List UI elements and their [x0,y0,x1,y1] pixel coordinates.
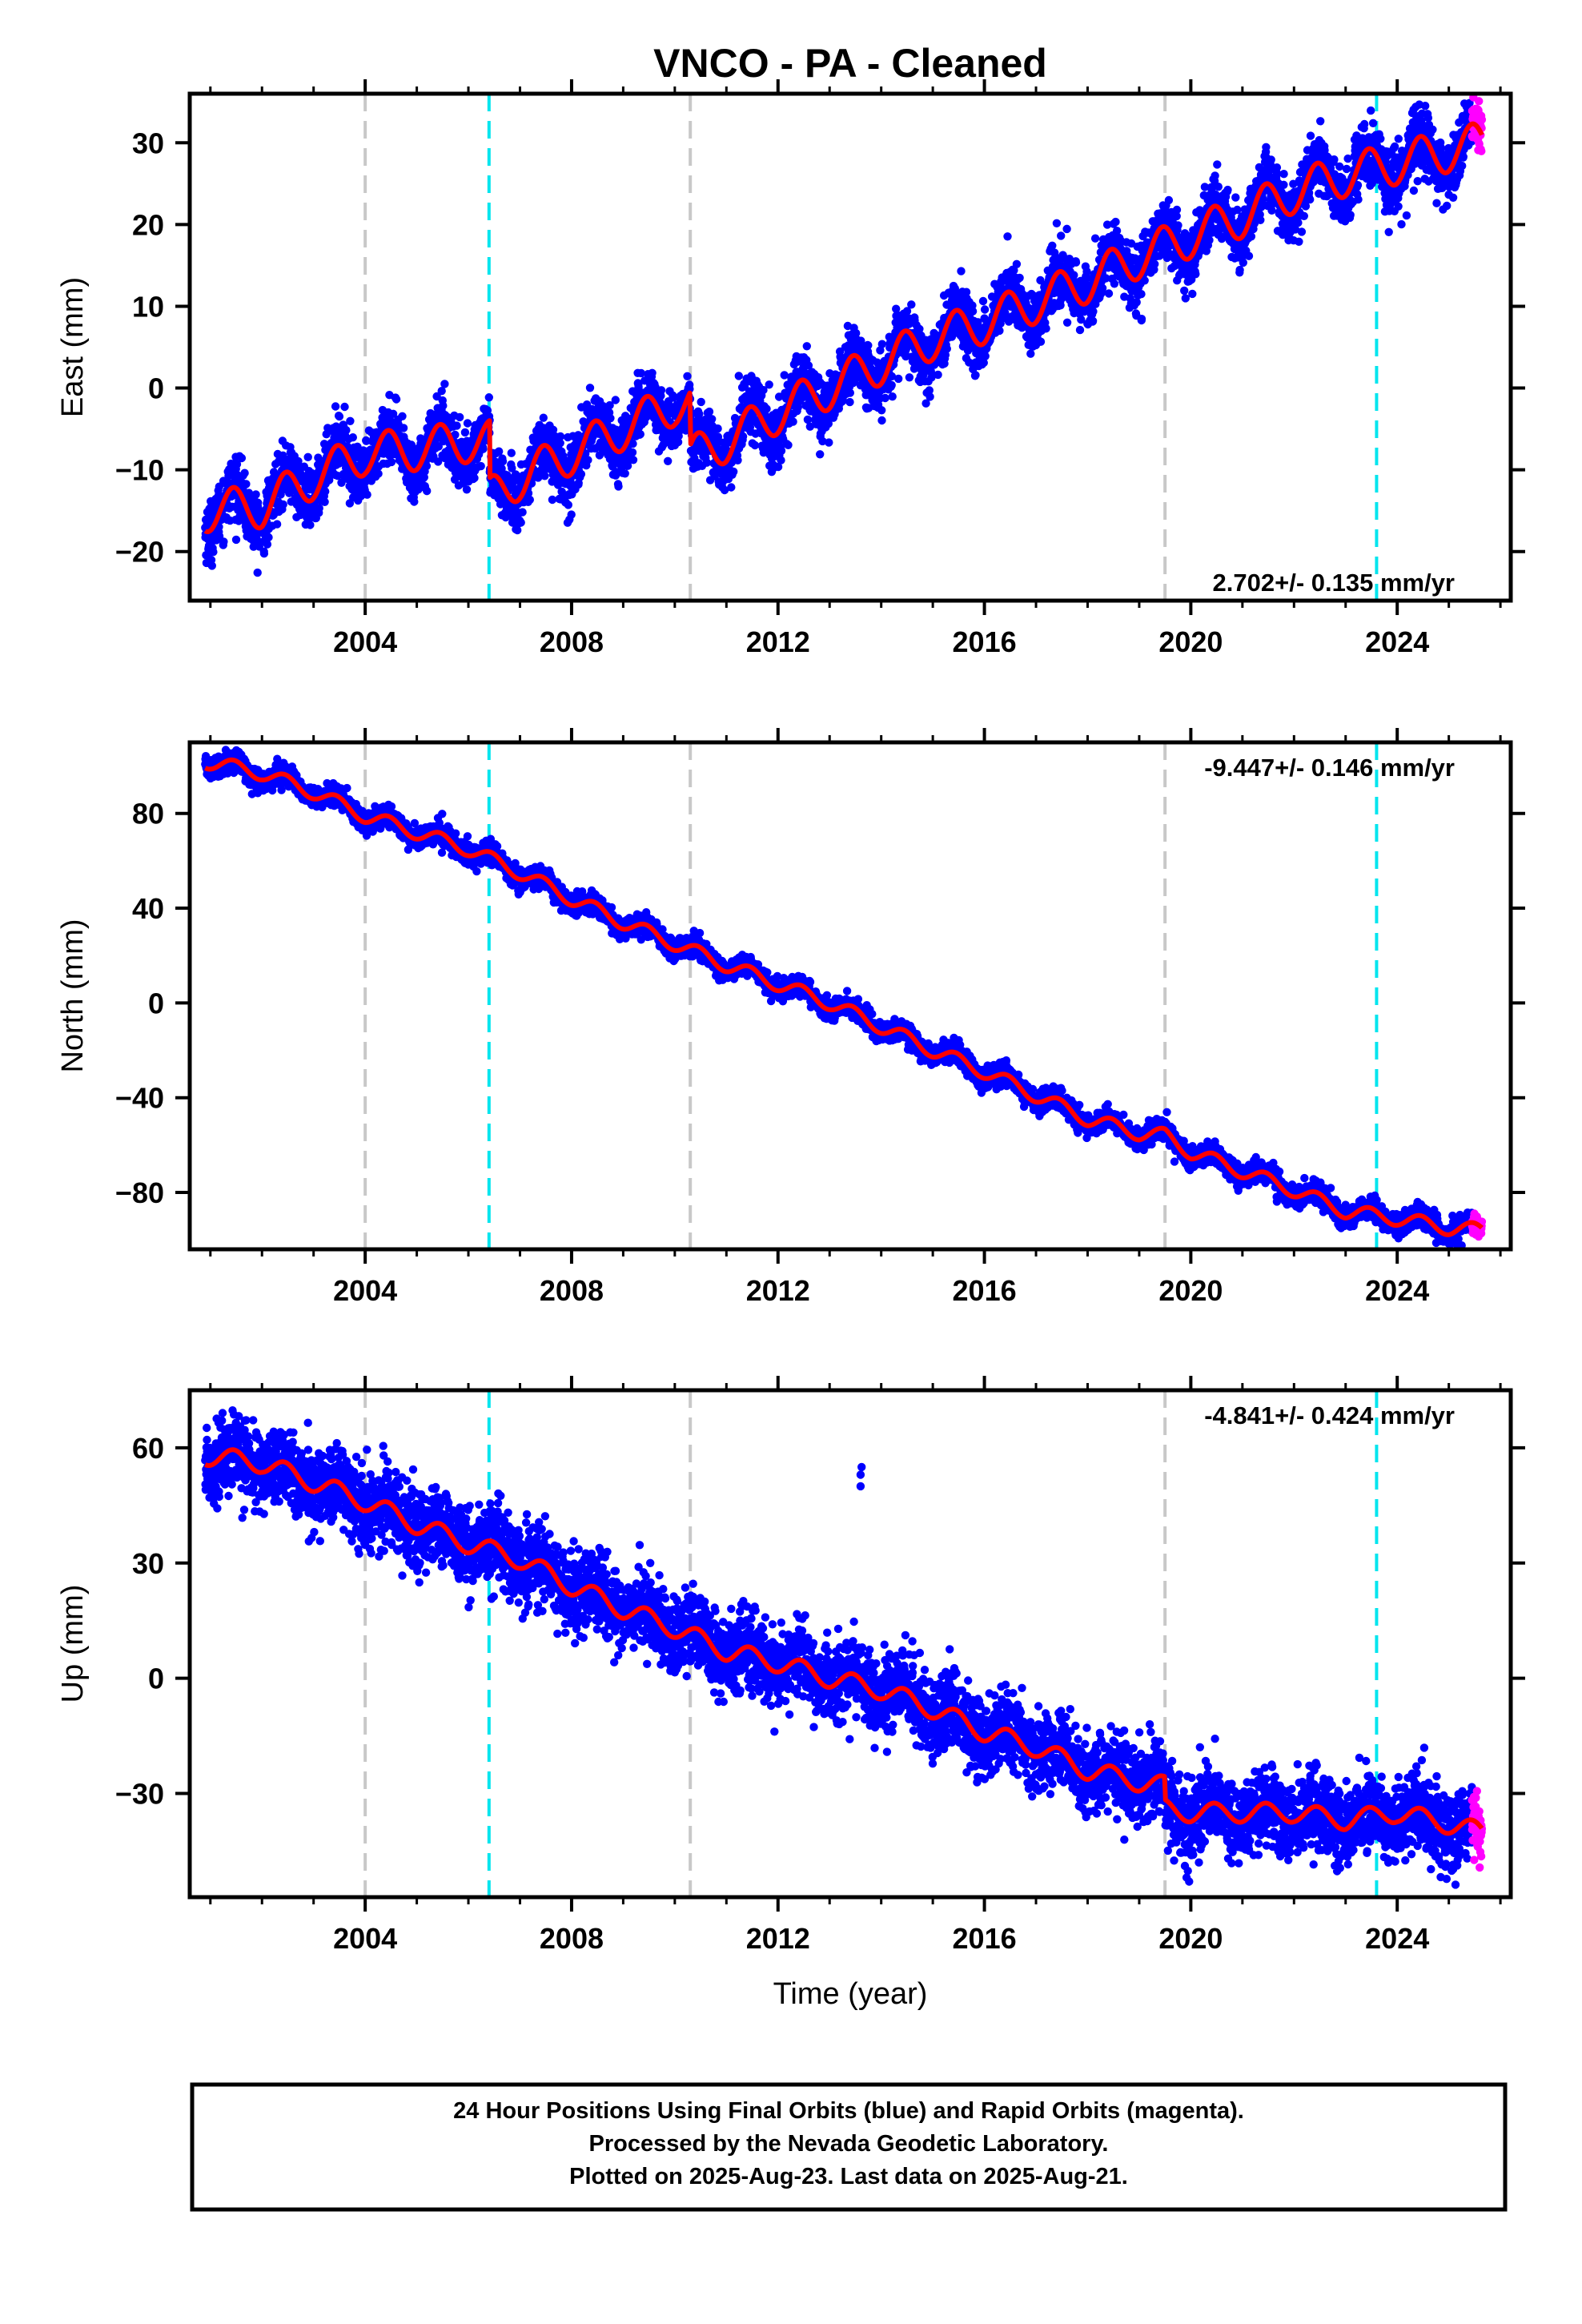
final-orbit-points [201,746,1476,1249]
north-panel: 2004 2008 2012 2016 2020 2024 −80 −40 0 40 80 North… [56,728,1525,1307]
model-fit-line [203,757,1484,1237]
velocity-label: -9.447+/- 0.146 mm/yr [1204,754,1455,782]
x-tick-label: 2016 [953,1274,1017,1307]
plot-frame [187,91,1513,603]
x-tick-label: 2020 [1158,1274,1223,1307]
x-tick-label: 2012 [746,625,810,658]
x-tick-label: 2012 [746,1274,810,1307]
y-axis-label: Up (mm) [56,1585,90,1703]
x-tick-label: 2004 [333,625,397,658]
footer-line-3: Plotted on 2025-Aug-23. Last data on 202… [569,2164,1128,2189]
x-tick-label: 2004 [333,1274,397,1307]
velocity-label: 2.702+/- 0.135 mm/yr [1213,569,1455,597]
y-tick-label: 60 [132,1432,164,1465]
x-tick-label: 2008 [540,1274,604,1307]
plot-frame [187,1388,1513,1900]
x-tick-label: 2020 [1158,625,1223,658]
y-tick-label: 40 [132,892,164,925]
model-fit-line [203,121,1484,534]
x-tick-label: 2012 [746,1922,810,1955]
y-tick-label: 30 [132,127,164,159]
velocity-label: -4.841+/- 0.424 mm/yr [1204,1401,1455,1429]
data-points [201,94,1487,577]
y-tick-label: 0 [148,372,164,405]
y-tick-label: 80 [132,798,164,830]
x-tick-label: 2020 [1158,1922,1223,1955]
y-tick-label: −40 [115,1082,164,1115]
y-tick-label: −80 [115,1176,164,1209]
footer-line-1: 24 Hour Positions Using Final Orbits (bl… [453,2098,1244,2124]
y-axis-label: East (mm) [56,277,90,417]
x-tick-label: 2008 [540,625,604,658]
model-fit-line [203,1447,1484,1836]
east-panel: 2004 2008 2012 2016 2020 2024 −20 −10 0 10 20 30 Eas… [56,79,1525,658]
footer-box: 24 Hour Positions Using Final Orbits (bl… [190,2082,1508,2212]
rapid-orbit-points [1468,1787,1487,1872]
x-tick-label: 2008 [540,1922,604,1955]
x-tick-label: 2004 [333,1922,397,1955]
final-orbit-points [201,99,1476,577]
y-tick-label: −20 [115,536,164,569]
data-points [201,1405,1487,1889]
x-axis-label: Time (year) [773,1977,928,2011]
footer-line-2: Processed by the Nevada Geodetic Laborat… [589,2131,1109,2157]
plot-frame [187,740,1513,1252]
x-tick-label: 2024 [1365,1274,1429,1307]
y-tick-label: −10 [115,454,164,487]
y-tick-label: 20 [132,208,164,241]
y-tick-label: 30 [132,1547,164,1580]
footer-border [190,2082,1508,2212]
y-tick-label: −30 [115,1778,164,1811]
y-axis-label: North (mm) [56,919,90,1072]
figure-title: VNCO - PA - Cleaned [653,41,1047,86]
y-tick-label: 0 [148,987,164,1019]
x-tick-label: 2016 [953,1922,1017,1955]
x-tick-label: 2024 [1365,625,1429,658]
x-tick-label: 2024 [1365,1922,1429,1955]
up-panel: 2004 2008 2012 2016 2020 2024 −30 0 30 60 Up (mm) -… [56,1376,1525,1955]
y-tick-label: 10 [132,290,164,323]
final-orbit-points [201,1405,1476,1889]
y-tick-label: 0 [148,1663,164,1695]
x-tick-label: 2016 [953,625,1017,658]
